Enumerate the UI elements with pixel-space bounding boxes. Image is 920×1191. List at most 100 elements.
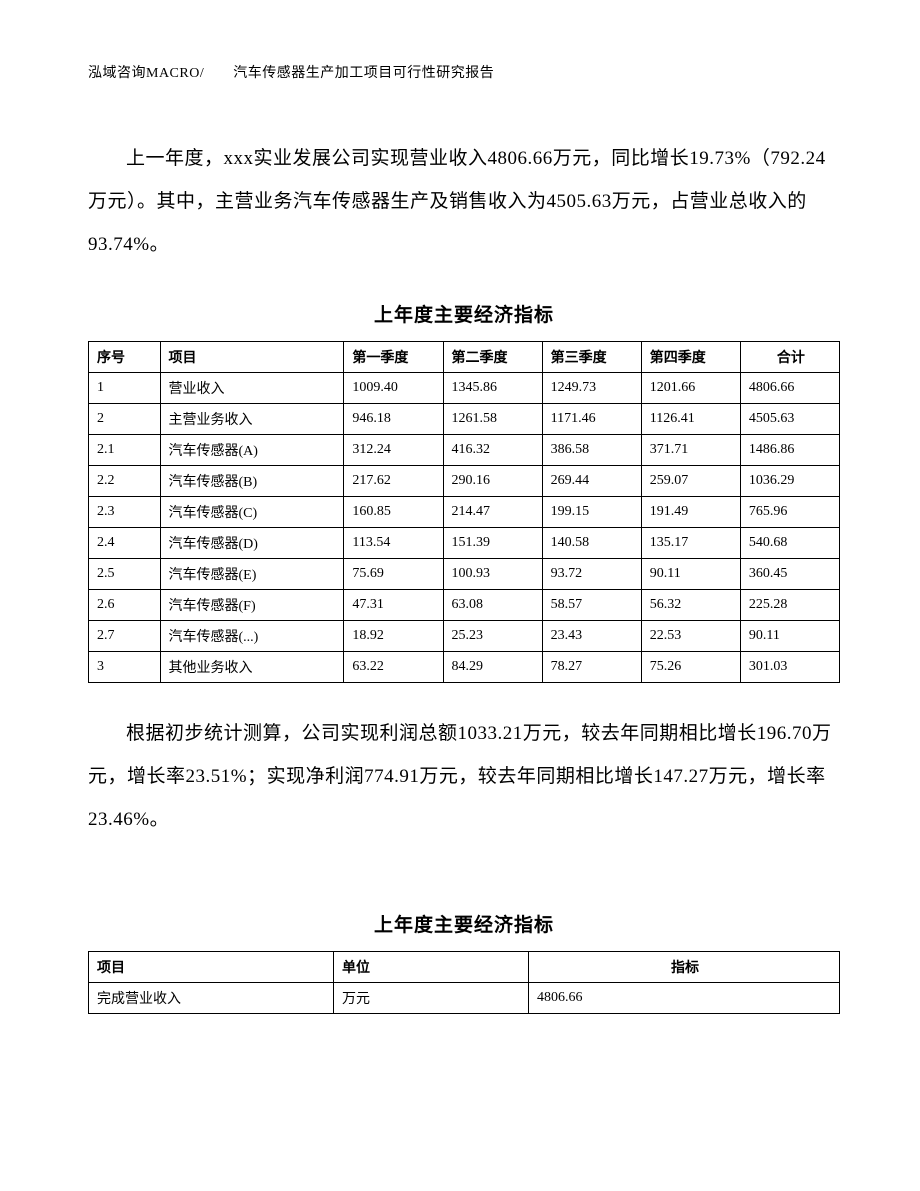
- table1-title: 上年度主要经济指标: [88, 300, 840, 327]
- paragraph-2: 根据初步统计测算，公司实现利润总额1033.21万元，较去年同期相比增长196.…: [88, 713, 840, 841]
- table-cell: 1261.58: [443, 404, 542, 435]
- table-cell: 58.57: [542, 590, 641, 621]
- table-cell: 汽车传感器(B): [160, 466, 344, 497]
- table-row: 2.6汽车传感器(F)47.3163.0858.5756.32225.28: [89, 590, 840, 621]
- table-cell: 90.11: [641, 559, 740, 590]
- economic-indicators-table: 序号 项目 第一季度 第二季度 第三季度 第四季度 合计 1营业收入1009.4…: [88, 341, 840, 683]
- table-cell: 47.31: [344, 590, 443, 621]
- table-cell: 191.49: [641, 497, 740, 528]
- table-cell: 78.27: [542, 652, 641, 683]
- table-cell: 90.11: [740, 621, 839, 652]
- table-cell: 946.18: [344, 404, 443, 435]
- t1-h-sum: 合计: [740, 342, 839, 373]
- summary-indicators-table: 项目 单位 指标 完成营业收入万元4806.66: [88, 951, 840, 1014]
- table-cell: 2.1: [89, 435, 161, 466]
- table-cell: 4505.63: [740, 404, 839, 435]
- table-row: 2.2汽车传感器(B)217.62290.16269.44259.071036.…: [89, 466, 840, 497]
- table-cell: 1201.66: [641, 373, 740, 404]
- table-cell: 140.58: [542, 528, 641, 559]
- table-cell: 汽车传感器(F): [160, 590, 344, 621]
- table-row: 2.7汽车传感器(...)18.9225.2323.4322.5390.11: [89, 621, 840, 652]
- table-row: 2.1汽车传感器(A)312.24416.32386.58371.711486.…: [89, 435, 840, 466]
- table-cell: 1009.40: [344, 373, 443, 404]
- table-cell: 汽车传感器(...): [160, 621, 344, 652]
- table-cell: 100.93: [443, 559, 542, 590]
- table-cell: 540.68: [740, 528, 839, 559]
- t2-h-unit: 单位: [334, 951, 529, 982]
- t1-h-item: 项目: [160, 342, 344, 373]
- table-cell: 301.03: [740, 652, 839, 683]
- table-row: 2主营业务收入946.181261.581171.461126.414505.6…: [89, 404, 840, 435]
- table-cell: 269.44: [542, 466, 641, 497]
- table-cell: 4806.66: [529, 982, 840, 1013]
- table-cell: 135.17: [641, 528, 740, 559]
- table-cell: 63.08: [443, 590, 542, 621]
- table-cell: 290.16: [443, 466, 542, 497]
- table-cell: 汽车传感器(A): [160, 435, 344, 466]
- table-cell: 75.26: [641, 652, 740, 683]
- table-cell: 其他业务收入: [160, 652, 344, 683]
- table-cell: 完成营业收入: [89, 982, 334, 1013]
- table-cell: 1249.73: [542, 373, 641, 404]
- table-cell: 225.28: [740, 590, 839, 621]
- table-cell: 371.71: [641, 435, 740, 466]
- t1-h-q4: 第四季度: [641, 342, 740, 373]
- table-cell: 386.58: [542, 435, 641, 466]
- table-row: 2.4汽车传感器(D)113.54151.39140.58135.17540.6…: [89, 528, 840, 559]
- table-cell: 2.3: [89, 497, 161, 528]
- table-cell: 113.54: [344, 528, 443, 559]
- table-cell: 93.72: [542, 559, 641, 590]
- table2-header-row: 项目 单位 指标: [89, 951, 840, 982]
- table-cell: 360.45: [740, 559, 839, 590]
- t2-h-val: 指标: [529, 951, 840, 982]
- table-cell: 1486.86: [740, 435, 839, 466]
- table-row: 1营业收入1009.401345.861249.731201.664806.66: [89, 373, 840, 404]
- t1-h-q3: 第三季度: [542, 342, 641, 373]
- table-cell: 84.29: [443, 652, 542, 683]
- table-cell: 1171.46: [542, 404, 641, 435]
- table-cell: 25.23: [443, 621, 542, 652]
- table-cell: 营业收入: [160, 373, 344, 404]
- table1-header-row: 序号 项目 第一季度 第二季度 第三季度 第四季度 合计: [89, 342, 840, 373]
- table-cell: 汽车传感器(C): [160, 497, 344, 528]
- table-cell: 1: [89, 373, 161, 404]
- table-cell: 4806.66: [740, 373, 839, 404]
- table-cell: 75.69: [344, 559, 443, 590]
- table-cell: 2.6: [89, 590, 161, 621]
- table-cell: 汽车传感器(E): [160, 559, 344, 590]
- table-cell: 2.7: [89, 621, 161, 652]
- table-cell: 2.5: [89, 559, 161, 590]
- table-cell: 259.07: [641, 466, 740, 497]
- table-cell: 56.32: [641, 590, 740, 621]
- table-cell: 23.43: [542, 621, 641, 652]
- table-cell: 312.24: [344, 435, 443, 466]
- table-cell: 2: [89, 404, 161, 435]
- table-cell: 151.39: [443, 528, 542, 559]
- table-row: 完成营业收入万元4806.66: [89, 982, 840, 1013]
- table-cell: 3: [89, 652, 161, 683]
- table-cell: 2.2: [89, 466, 161, 497]
- table-cell: 199.15: [542, 497, 641, 528]
- paragraph-1: 上一年度，xxx实业发展公司实现营业收入4806.66万元，同比增长19.73%…: [88, 138, 840, 266]
- table-cell: 2.4: [89, 528, 161, 559]
- table-cell: 18.92: [344, 621, 443, 652]
- table-cell: 416.32: [443, 435, 542, 466]
- table-cell: 765.96: [740, 497, 839, 528]
- page-header: 泓域咨询MACRO/ 汽车传感器生产加工项目可行性研究报告: [88, 62, 840, 82]
- table-cell: 万元: [334, 982, 529, 1013]
- t1-h-q2: 第二季度: [443, 342, 542, 373]
- table-cell: 主营业务收入: [160, 404, 344, 435]
- t1-h-q1: 第一季度: [344, 342, 443, 373]
- t2-h-item: 项目: [89, 951, 334, 982]
- table-row: 2.3汽车传感器(C)160.85214.47199.15191.49765.9…: [89, 497, 840, 528]
- table-cell: 1126.41: [641, 404, 740, 435]
- table-row: 3其他业务收入63.2284.2978.2775.26301.03: [89, 652, 840, 683]
- table-cell: 214.47: [443, 497, 542, 528]
- table-cell: 63.22: [344, 652, 443, 683]
- t1-h-seq: 序号: [89, 342, 161, 373]
- table-cell: 217.62: [344, 466, 443, 497]
- table-row: 2.5汽车传感器(E)75.69100.9393.7290.11360.45: [89, 559, 840, 590]
- table-cell: 汽车传感器(D): [160, 528, 344, 559]
- table-cell: 160.85: [344, 497, 443, 528]
- table-cell: 1036.29: [740, 466, 839, 497]
